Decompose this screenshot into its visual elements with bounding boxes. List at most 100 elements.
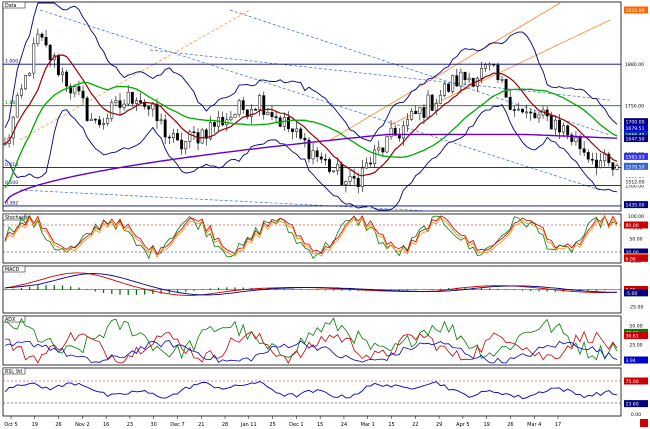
macd-histogram-bar (144, 289, 146, 295)
stochastic-slow-line (4, 215, 618, 258)
x-axis-tick-label: 17 (555, 422, 561, 428)
value-tag-label: 1679.51 (626, 126, 645, 132)
x-axis-tick-label: 15 (317, 422, 323, 428)
price-candle (241, 100, 245, 111)
x-axis-tick-label: Mar 4 (527, 422, 541, 428)
price-candle (537, 114, 541, 119)
panel-title: MACD (5, 267, 20, 273)
price-candle (529, 111, 533, 114)
price-candle (611, 162, 615, 170)
price-candle (397, 135, 401, 139)
price-candle (36, 33, 40, 44)
value-tag-label: 23.60 (626, 402, 639, 408)
macd-histogram-bar (209, 288, 211, 290)
corner-marker-icon[interactable] (640, 419, 648, 427)
panel-title: RSI, 9d (5, 369, 22, 375)
price-candle (19, 88, 23, 96)
price-candle (151, 103, 155, 110)
price-candle (574, 137, 578, 142)
price-candle (410, 110, 414, 120)
fib-level-label: 0.500 (5, 180, 18, 186)
macd-histogram-bar (571, 289, 573, 292)
macd-histogram-bar (29, 286, 31, 290)
price-axis-tick-label: 1500.00 (625, 183, 644, 189)
price-candle (323, 158, 327, 161)
price-candle (73, 86, 77, 94)
moving-average-mid-line (4, 81, 618, 189)
value-tag (624, 162, 648, 170)
x-axis-tick-label: Dec 7 (170, 422, 184, 428)
price-candle (204, 129, 208, 139)
macd-histogram-bar (390, 289, 392, 291)
axis-tick-label: 0.00 (631, 412, 641, 418)
macd-histogram-bar (53, 285, 55, 290)
x-axis-tick-label: 24 (341, 422, 347, 428)
price-panel: Data1.0001.8820.6180.5000.3821880.001750… (2, 1, 648, 212)
price-candle (463, 71, 467, 81)
price-candle (406, 119, 409, 126)
value-tag (624, 178, 648, 186)
price-candle (500, 79, 504, 81)
axis-tick-label: 0.00 (631, 259, 641, 265)
macd-histogram-bar (201, 289, 203, 290)
price-candle (401, 125, 405, 139)
axis-tick-label: -25.00 (629, 304, 644, 310)
macd-histogram-bar (480, 287, 483, 290)
price-candle (102, 123, 106, 125)
price-candle (356, 177, 360, 188)
value-tag (624, 201, 648, 209)
price-candle (11, 116, 15, 139)
macd-histogram-bar (152, 289, 154, 295)
value-tag-label: 1579.50 (626, 164, 645, 170)
macd-histogram-bar (291, 289, 294, 290)
price-candle (110, 102, 114, 119)
price-candle (130, 91, 134, 104)
adx-minus-di-line (4, 330, 618, 364)
value-tag (624, 356, 648, 364)
stochastic-panel: Stochastic100.0075.0050.0025.000.0080.00… (2, 213, 648, 265)
macd-histogram-bar (4, 289, 6, 290)
price-candle (385, 136, 389, 153)
value-tag-label: 1512.00 (626, 180, 645, 186)
panel-title-box (2, 1, 26, 9)
value-tag-label: 1435.00 (626, 203, 645, 209)
macd-panel: MACD0.00-25.000.00-5.00 (2, 265, 648, 314)
value-tag (624, 6, 648, 14)
macd-histogram-bar (398, 289, 400, 291)
price-candle (171, 133, 175, 139)
macd-histogram-bar (521, 289, 524, 291)
price-candle (315, 150, 319, 158)
macd-histogram-bar (587, 289, 589, 292)
price-candle (28, 72, 32, 76)
panel-title-box (2, 315, 26, 323)
price-candle (566, 125, 570, 136)
price-candle (81, 90, 85, 99)
price-candle (352, 176, 356, 179)
price-candle (184, 141, 188, 150)
value-tag-label: -5.00 (626, 291, 638, 297)
macd-histogram-bar (341, 289, 343, 291)
x-axis-tick-label: Oct 5 (4, 422, 17, 428)
price-candle (344, 181, 348, 185)
price-candle (208, 122, 212, 139)
price-candle (389, 127, 393, 137)
macd-histogram-bar (423, 289, 425, 290)
macd-histogram-bar (102, 289, 105, 293)
price-candle (118, 100, 122, 108)
price-candle (291, 128, 294, 132)
macd-histogram-bar (349, 289, 351, 291)
price-candle (254, 109, 258, 111)
macd-histogram-bar (259, 288, 261, 290)
macd-histogram-bar (332, 289, 335, 291)
macd-histogram-bar (111, 289, 113, 295)
value-tag-label: 1647.50 (626, 137, 645, 143)
price-candle (93, 118, 97, 121)
macd-histogram-bar (78, 287, 80, 290)
moving-average-short-line (4, 54, 618, 177)
macd-histogram-bar (538, 289, 540, 292)
value-tag (624, 130, 648, 138)
value-tag-label: 1700.00 (626, 120, 645, 126)
adx-line (4, 340, 618, 364)
price-candle (434, 103, 438, 111)
macd-histogram-bar (20, 287, 23, 290)
